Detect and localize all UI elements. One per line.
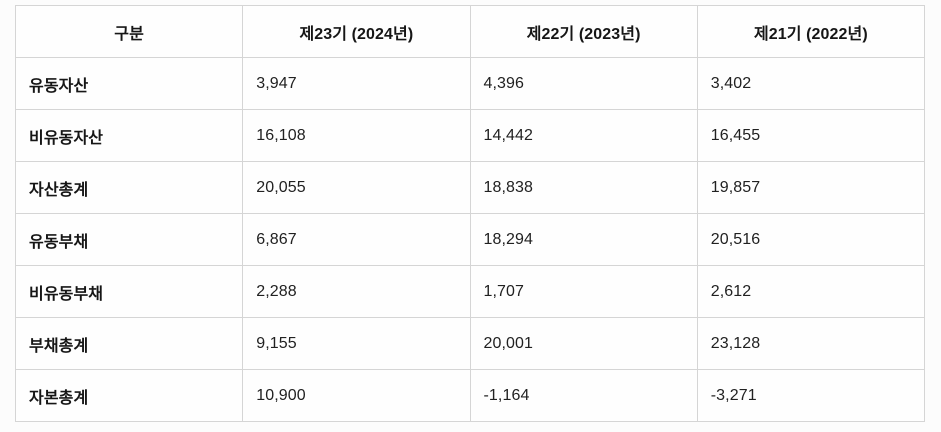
cell-value: 1,707 xyxy=(469,265,698,318)
cell-value: 18,294 xyxy=(469,213,698,266)
table-row-noncurrent-liabilities: 비유동부채 2,288 1,707 2,612 xyxy=(14,265,926,318)
cell-value: -3,271 xyxy=(696,369,926,422)
table-row-noncurrent-assets: 비유동자산 16,108 14,442 16,455 xyxy=(14,109,926,162)
financial-summary-table: 구분 제23기 (2024년) 제22기 (2023년) 제21기 (2022년… xyxy=(14,5,926,422)
cell-value: -1,164 xyxy=(469,369,698,422)
cell-value: 6,867 xyxy=(242,213,471,266)
table-row-total-assets: 자산총계 20,055 18,838 19,857 xyxy=(14,161,926,214)
row-label: 유동자산 xyxy=(14,57,244,110)
header-cell-category: 구분 xyxy=(14,5,244,58)
row-label: 자산총계 xyxy=(14,161,244,214)
cell-value: 18,838 xyxy=(469,161,698,214)
cell-value: 2,288 xyxy=(242,265,471,318)
header-cell-period-23: 제23기 (2024년) xyxy=(242,5,471,58)
row-label: 비유동부채 xyxy=(14,265,244,318)
header-cell-period-21: 제21기 (2022년) xyxy=(696,5,926,58)
row-label: 자본총계 xyxy=(14,369,244,422)
cell-value: 2,612 xyxy=(696,265,926,318)
cell-value: 3,402 xyxy=(696,57,926,110)
cell-value: 20,055 xyxy=(242,161,471,214)
cell-value: 9,155 xyxy=(242,317,471,370)
table-row-current-liabilities: 유동부채 6,867 18,294 20,516 xyxy=(14,213,926,266)
cell-value: 19,857 xyxy=(696,161,926,214)
header-cell-period-22: 제22기 (2023년) xyxy=(469,5,698,58)
cell-value: 16,455 xyxy=(696,109,926,162)
table-row-total-liabilities: 부채총계 9,155 20,001 23,128 xyxy=(14,317,926,370)
table-row-current-assets: 유동자산 3,947 4,396 3,402 xyxy=(14,57,926,110)
cell-value: 4,396 xyxy=(469,57,698,110)
table-row-total-equity: 자본총계 10,900 -1,164 -3,271 xyxy=(14,369,926,422)
table-header-row: 구분 제23기 (2024년) 제22기 (2023년) 제21기 (2022년… xyxy=(14,5,926,58)
cell-value: 14,442 xyxy=(469,109,698,162)
cell-value: 20,001 xyxy=(469,317,698,370)
row-label: 부채총계 xyxy=(14,317,244,370)
cell-value: 20,516 xyxy=(696,213,926,266)
row-label: 유동부채 xyxy=(14,213,244,266)
cell-value: 3,947 xyxy=(242,57,471,110)
cell-value: 10,900 xyxy=(242,369,471,422)
financial-summary-table-container: 구분 제23기 (2024년) 제22기 (2023년) 제21기 (2022년… xyxy=(14,5,926,422)
cell-value: 16,108 xyxy=(242,109,471,162)
row-label: 비유동자산 xyxy=(14,109,244,162)
cell-value: 23,128 xyxy=(696,317,926,370)
